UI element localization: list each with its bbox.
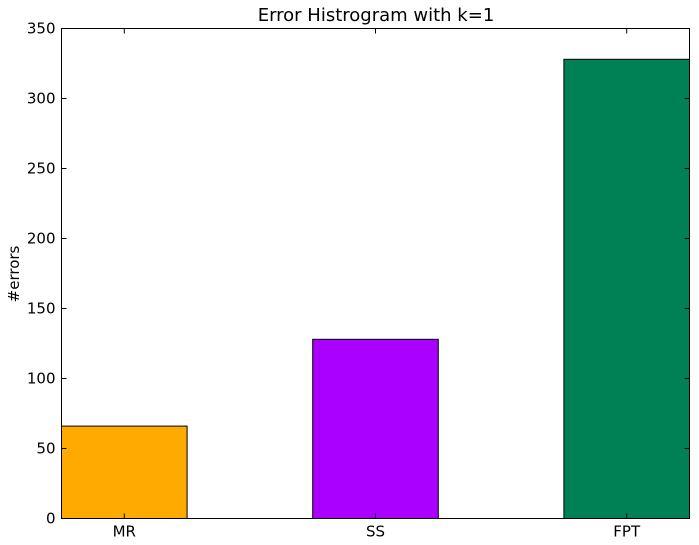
ticks-group: MR SS FPT 0 50 100 150 200 250 300 350 xyxy=(27,20,690,541)
y-tick-label: 250 xyxy=(27,160,56,178)
y-tick-label: 50 xyxy=(36,440,55,458)
bar-mr xyxy=(61,425,188,520)
bar-fpt xyxy=(563,58,691,520)
y-tick-label: 350 xyxy=(27,20,56,38)
plot-frame xyxy=(61,28,690,519)
x-tick-label: FPT xyxy=(613,523,641,541)
y-tick-label: 100 xyxy=(27,370,56,388)
y-tick-label: 200 xyxy=(27,230,56,248)
bar-ss xyxy=(312,338,439,519)
chart-title: Error Histrogram with k=1 xyxy=(258,5,495,26)
bars-group xyxy=(61,58,691,520)
y-tick-label: 300 xyxy=(27,90,56,108)
y-tick-label: 0 xyxy=(46,510,56,528)
x-tick-label: SS xyxy=(366,523,385,541)
x-tick-label: MR xyxy=(113,523,136,541)
y-tick-label: 150 xyxy=(27,300,56,318)
y-axis-title: #errors xyxy=(5,245,23,302)
